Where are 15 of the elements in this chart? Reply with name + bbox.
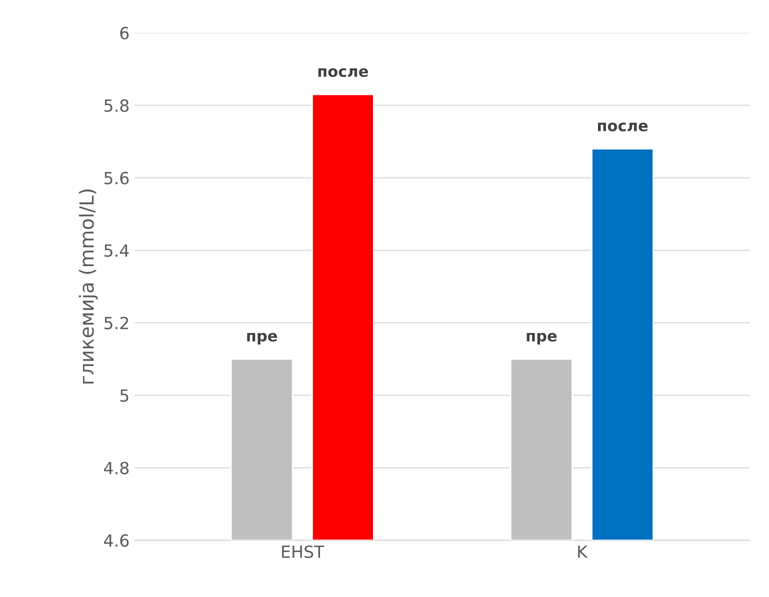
y-tick-label: 4.8 [104, 462, 129, 474]
y-tick-label: 5 [120, 389, 128, 402]
y-tick-label: 4.6 [104, 534, 129, 547]
y-tick-label: 6 [120, 26, 129, 40]
y-tick-label: 5.8 [104, 99, 129, 112]
series-label: пре [247, 332, 277, 345]
y-tick-label: 5.6 [104, 172, 129, 184]
text: пре [526, 332, 557, 345]
text: после [318, 68, 368, 77]
y-axis-title: гликемија (mmol/L) [78, 189, 98, 384]
y-tick-label: 5.2 [104, 316, 128, 330]
series-label: после [598, 122, 648, 132]
y-tick-label: 5.4 [104, 244, 129, 257]
x-tick-label: EHST [282, 545, 324, 558]
x-tick-label: K [578, 546, 588, 558]
